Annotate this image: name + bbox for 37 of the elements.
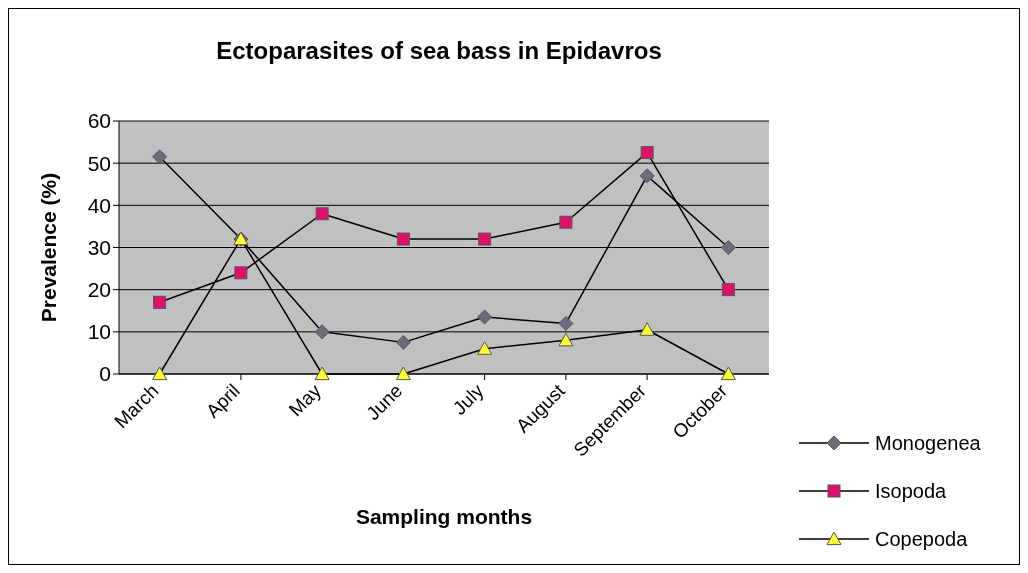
y-tick-label: 10 <box>87 320 111 344</box>
point <box>152 149 168 165</box>
point <box>395 366 411 381</box>
point <box>559 215 573 229</box>
y-axis-title: Prevalence (%) <box>37 172 61 323</box>
legend-label: Copepoda <box>875 527 968 551</box>
point <box>153 295 167 309</box>
point <box>558 315 574 331</box>
point <box>720 366 736 381</box>
legend-label: Monogenea <box>875 431 981 455</box>
point <box>395 334 411 350</box>
point <box>477 341 493 355</box>
point <box>721 283 735 297</box>
point <box>640 146 654 160</box>
point <box>234 266 248 280</box>
point <box>639 322 655 336</box>
chart-title: Ectoparasites of sea bass in Epidavros <box>215 37 663 65</box>
x-tick-label: May <box>284 379 326 421</box>
point <box>639 168 655 184</box>
y-tick-label: 40 <box>87 193 111 217</box>
point <box>558 332 574 347</box>
legend-label: Isopoda <box>875 479 947 503</box>
x-tick-label: July <box>448 379 488 419</box>
point <box>152 366 168 381</box>
y-tick-label: 20 <box>87 278 111 302</box>
point <box>720 240 736 255</box>
point <box>314 324 330 340</box>
y-tick-label: 30 <box>87 235 111 259</box>
point <box>478 232 492 246</box>
point <box>396 232 410 246</box>
point <box>477 309 493 325</box>
y-tick-label: 0 <box>99 362 111 386</box>
point <box>314 366 330 381</box>
point <box>315 207 329 221</box>
x-axis-title: Sampling months <box>355 505 533 528</box>
y-tick-label: 50 <box>87 151 111 175</box>
y-tick-label: 60 <box>87 109 111 133</box>
